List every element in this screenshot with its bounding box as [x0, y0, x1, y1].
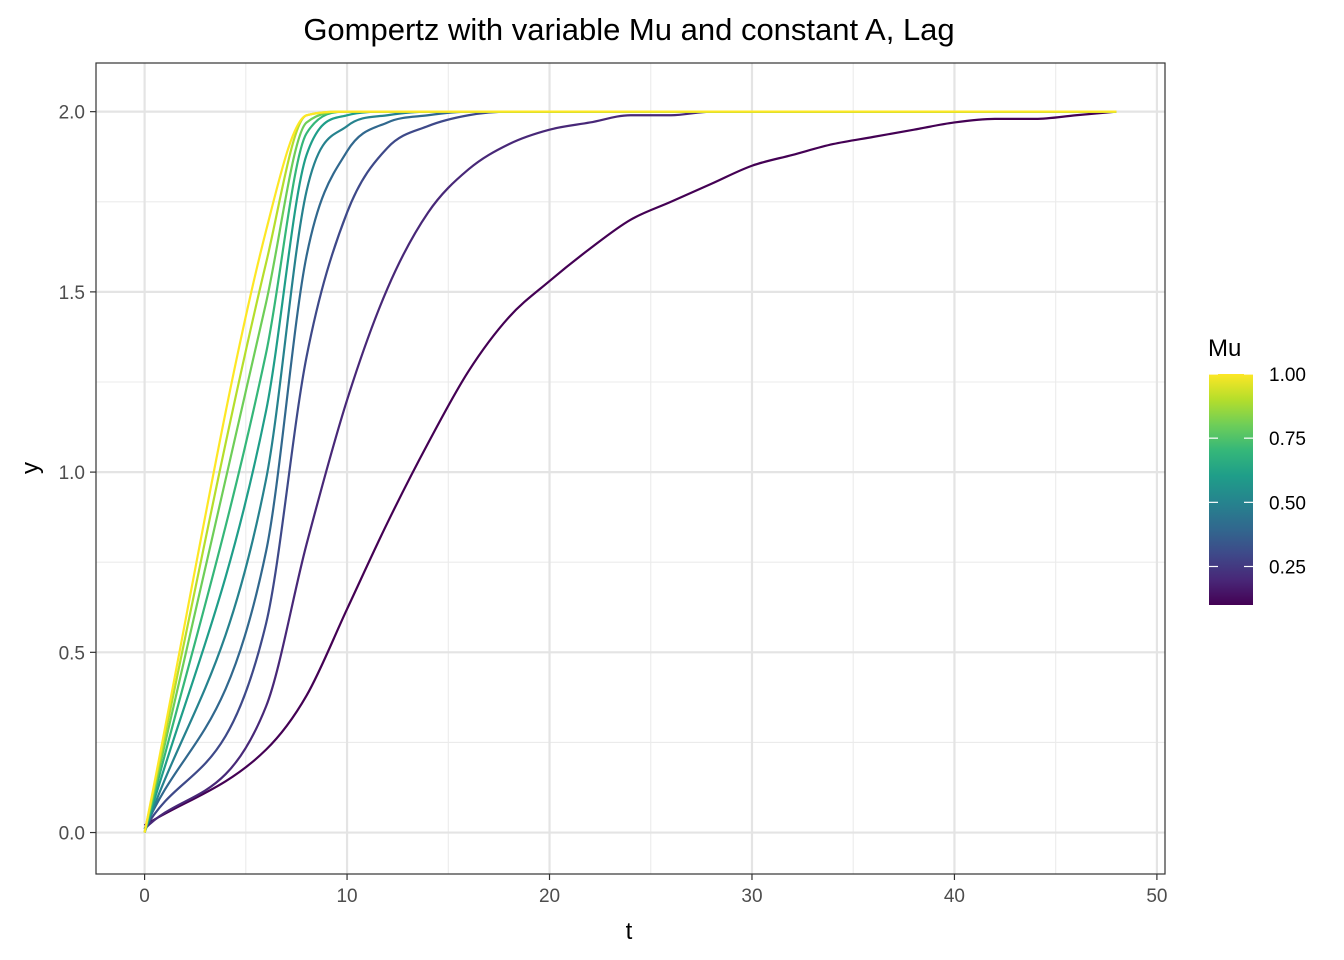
y-tick-label: 1.5: [59, 283, 85, 304]
legend-tick-label: 1.00: [1269, 365, 1306, 386]
x-tick-label: 20: [539, 886, 560, 907]
series-line: [144, 110, 1117, 827]
y-tick-label: 2.0: [59, 103, 85, 124]
plot-panel: [96, 63, 1165, 874]
legend: Mu 0.25 0.50 0.75 1.00: [1208, 335, 1306, 605]
series-lines: [143, 110, 1117, 833]
legend-tick-label: 0.50: [1269, 493, 1306, 514]
grid-major: [96, 63, 1165, 874]
x-tick-label: 50: [1146, 886, 1167, 907]
legend-tick-label: 0.25: [1269, 558, 1306, 579]
legend-tick-label: 0.75: [1269, 429, 1306, 450]
x-axis-title: t: [626, 918, 633, 945]
y-tick-label: 0.5: [59, 643, 85, 664]
y-tick-label: 0.0: [59, 824, 85, 845]
plot-border: [95, 62, 1166, 875]
y-tick-label: 1.0: [59, 463, 85, 484]
x-axis-ticks: 0 10 20 30 40 50: [139, 874, 1167, 907]
legend-ticks: 0.25 0.50 0.75 1.00: [1209, 365, 1306, 579]
legend-colorbar: [1209, 374, 1253, 605]
legend-title: Mu: [1208, 335, 1241, 362]
chart-title: Gompertz with variable Mu and constant A…: [303, 12, 954, 47]
x-tick-label: 0: [139, 886, 150, 907]
y-axis-title: y: [17, 462, 44, 474]
series-line: [143, 110, 1117, 833]
x-tick-label: 40: [944, 886, 965, 907]
x-tick-label: 10: [336, 886, 357, 907]
y-axis-ticks: 0.0 0.5 1.0 1.5 2.0: [59, 103, 96, 845]
x-tick-label: 30: [741, 886, 762, 907]
